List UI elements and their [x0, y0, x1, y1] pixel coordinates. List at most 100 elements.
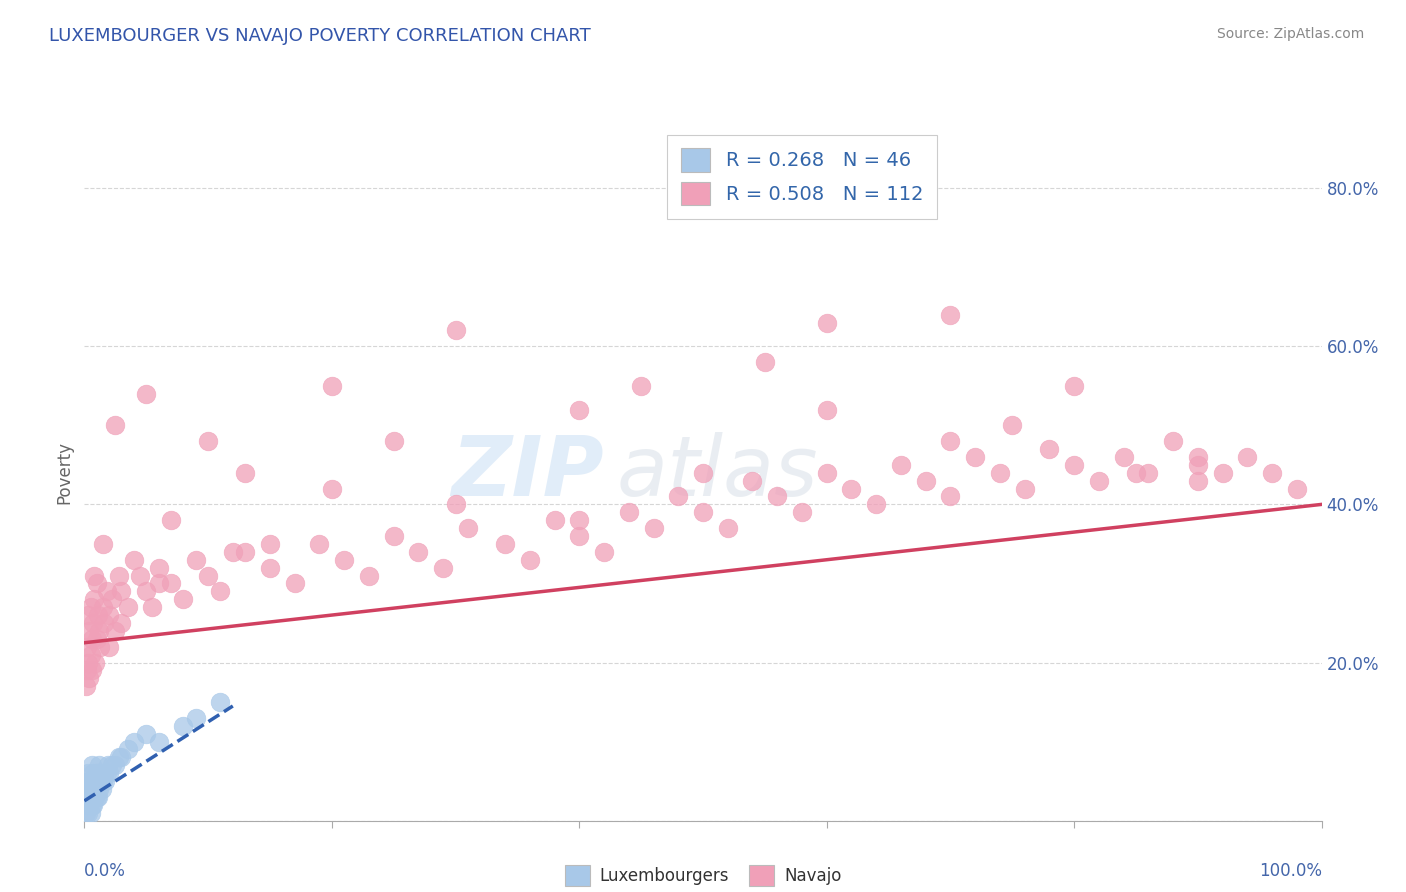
Point: [148, 734, 170, 748]
Point: [108, 750, 131, 764]
Point: [1001, 418, 1024, 433]
Point: [939, 308, 962, 322]
Point: [939, 490, 962, 504]
Point: [1125, 466, 1147, 480]
Point: [86, 789, 108, 804]
Point: [1161, 434, 1184, 449]
Text: ZIP: ZIP: [451, 433, 605, 513]
Point: [77, 789, 100, 804]
Point: [75, 805, 97, 820]
Point: [233, 466, 256, 480]
Point: [222, 545, 245, 559]
Point: [135, 386, 157, 401]
Point: [643, 521, 665, 535]
Point: [741, 474, 763, 488]
Point: [568, 513, 591, 527]
Point: [172, 719, 194, 733]
Point: [815, 402, 838, 417]
Point: [233, 545, 256, 559]
Point: [1187, 450, 1209, 464]
Point: [815, 316, 838, 330]
Point: [76, 797, 98, 812]
Point: [89, 640, 111, 654]
Point: [83, 774, 105, 789]
Point: [83, 789, 105, 804]
Point: [890, 458, 912, 472]
Point: [110, 615, 132, 630]
Point: [75, 679, 97, 693]
Point: [160, 576, 183, 591]
Point: [1063, 378, 1085, 392]
Point: [79, 600, 101, 615]
Point: [1212, 466, 1234, 480]
Point: [80, 758, 103, 772]
Point: [666, 490, 689, 504]
Point: [98, 608, 121, 623]
Point: [80, 632, 103, 646]
Point: [692, 466, 714, 480]
Point: [100, 592, 122, 607]
Point: [790, 505, 813, 519]
Point: [79, 805, 101, 820]
Point: [91, 600, 114, 615]
Point: [110, 584, 132, 599]
Point: [98, 640, 121, 654]
Point: [79, 671, 101, 685]
Point: [91, 774, 114, 789]
Point: [79, 774, 101, 789]
Point: [79, 774, 101, 789]
Point: [135, 584, 157, 599]
Text: 0.0%: 0.0%: [84, 863, 127, 880]
Point: [96, 584, 118, 599]
Point: [209, 695, 232, 709]
Point: [104, 758, 127, 772]
Point: [815, 466, 838, 480]
Point: [97, 758, 120, 772]
Point: [1014, 482, 1036, 496]
Point: [432, 560, 454, 574]
Point: [89, 624, 111, 638]
Point: [519, 552, 541, 567]
Point: [87, 789, 110, 804]
Point: [94, 774, 117, 789]
Point: [717, 521, 740, 535]
Point: [79, 624, 101, 638]
Point: [96, 766, 118, 780]
Point: [98, 766, 121, 780]
Point: [86, 632, 108, 646]
Point: [84, 774, 107, 789]
Point: [93, 766, 115, 780]
Point: [82, 766, 104, 780]
Point: [382, 434, 405, 449]
Point: [87, 766, 110, 780]
Point: [988, 466, 1011, 480]
Point: [494, 537, 516, 551]
Point: [568, 529, 591, 543]
Point: [308, 537, 330, 551]
Point: [1236, 450, 1258, 464]
Point: [630, 378, 652, 392]
Point: [1261, 466, 1284, 480]
Point: [79, 797, 101, 812]
Point: [93, 615, 115, 630]
Point: [76, 782, 98, 797]
Point: [104, 624, 127, 638]
Point: [77, 805, 100, 820]
Point: [1063, 458, 1085, 472]
Point: [568, 402, 591, 417]
Legend: Luxembourgers, Navajo: Luxembourgers, Navajo: [558, 859, 848, 892]
Point: [766, 490, 789, 504]
Text: LUXEMBOURGER VS NAVAJO POVERTY CORRELATION CHART: LUXEMBOURGER VS NAVAJO POVERTY CORRELATI…: [49, 27, 591, 45]
Point: [117, 742, 139, 756]
Point: [122, 552, 145, 567]
Point: [104, 418, 127, 433]
Point: [197, 434, 219, 449]
Point: [77, 766, 100, 780]
Point: [89, 782, 111, 797]
Point: [87, 608, 110, 623]
Point: [1187, 458, 1209, 472]
Point: [79, 648, 101, 662]
Point: [444, 497, 467, 511]
Point: [259, 537, 281, 551]
Point: [100, 758, 122, 772]
